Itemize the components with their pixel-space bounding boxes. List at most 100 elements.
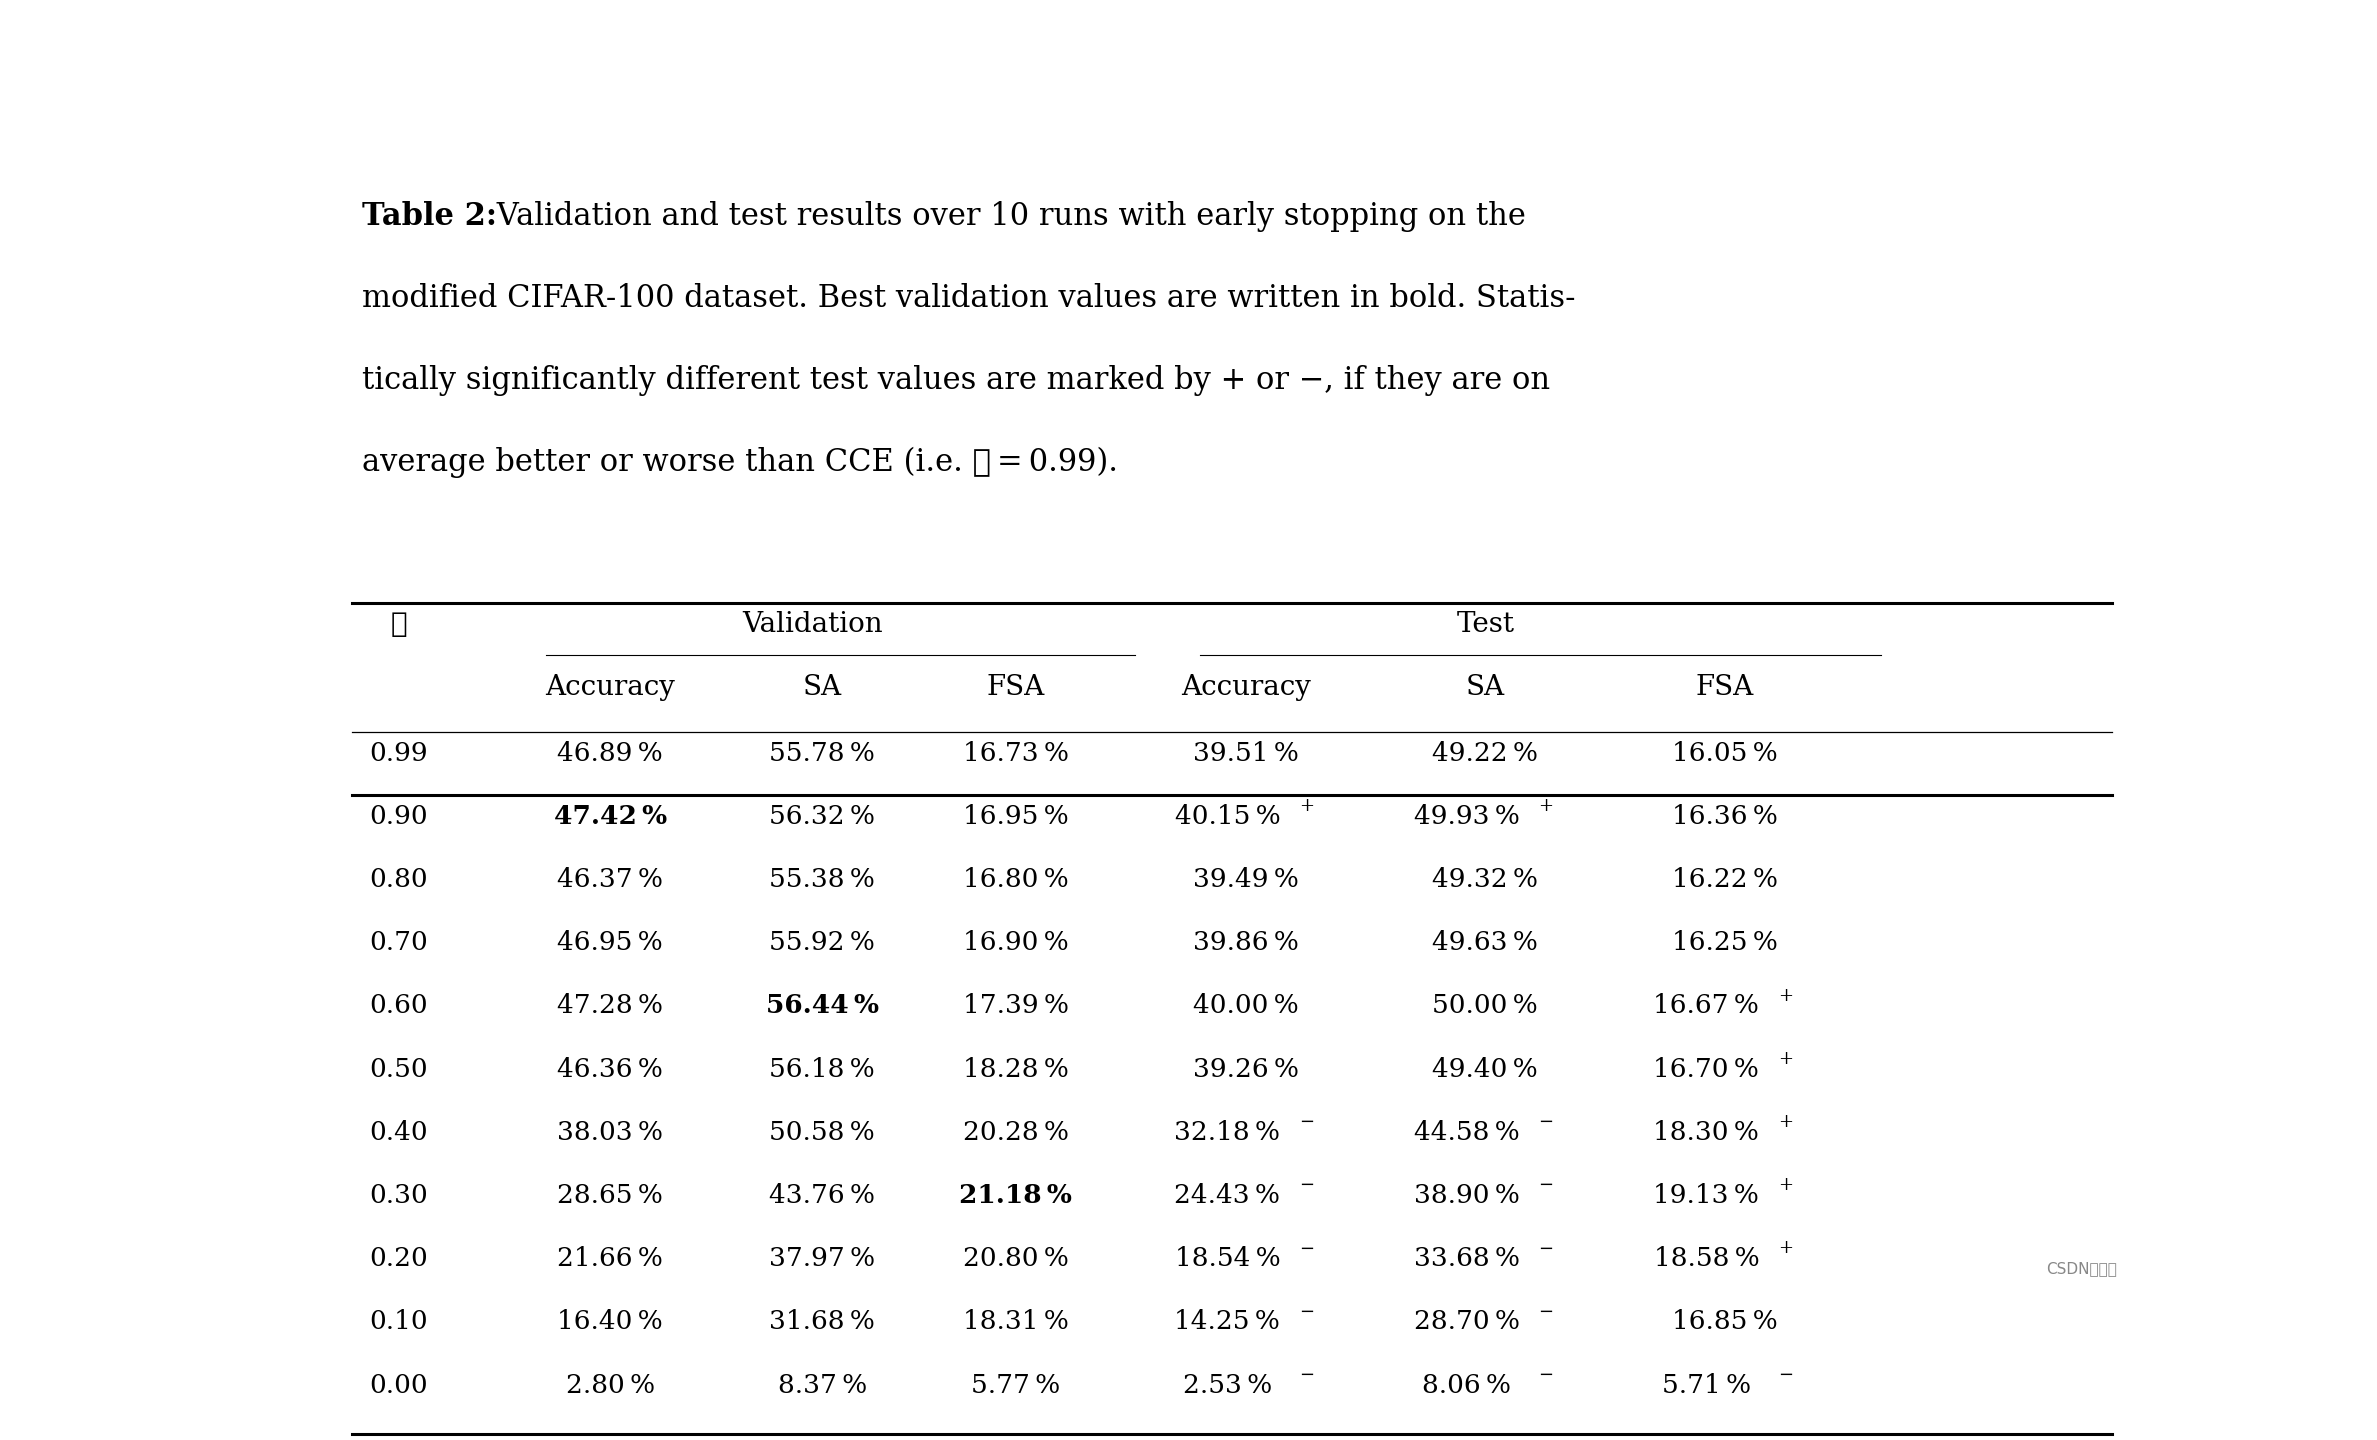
Text: Accuracy: Accuracy	[1181, 674, 1310, 701]
Text: +: +	[1778, 986, 1792, 1005]
Text: 38.90 %: 38.90 %	[1414, 1182, 1519, 1208]
Text: 2.80 %: 2.80 %	[566, 1372, 654, 1398]
Text: 24.43 %: 24.43 %	[1174, 1182, 1281, 1208]
Text: 0.20: 0.20	[368, 1246, 428, 1272]
Text: 21.66 %: 21.66 %	[556, 1246, 663, 1272]
Text: 0.99: 0.99	[368, 740, 428, 766]
Text: 55.78 %: 55.78 %	[770, 740, 875, 766]
Text: −: −	[1538, 1367, 1555, 1384]
Text: 47.28 %: 47.28 %	[556, 994, 663, 1018]
Text: 16.25 %: 16.25 %	[1671, 930, 1778, 955]
Text: 39.86 %: 39.86 %	[1193, 930, 1298, 955]
Text: 46.37 %: 46.37 %	[556, 867, 663, 891]
Text: 0.80: 0.80	[368, 867, 428, 891]
Text: 0.40: 0.40	[368, 1120, 428, 1145]
Text: −: −	[1538, 1113, 1555, 1130]
Text: 19.13 %: 19.13 %	[1654, 1182, 1759, 1208]
Text: 18.58 %: 18.58 %	[1654, 1246, 1759, 1272]
Text: 50.00 %: 50.00 %	[1433, 994, 1538, 1018]
Text: CSDN技法道: CSDN技法道	[2047, 1261, 2118, 1276]
Text: −: −	[1300, 1176, 1314, 1194]
Text: +: +	[1778, 1050, 1792, 1068]
Text: 16.40 %: 16.40 %	[559, 1309, 663, 1335]
Text: 46.89 %: 46.89 %	[559, 740, 663, 766]
Text: +: +	[1538, 798, 1555, 815]
Text: −: −	[1300, 1113, 1314, 1130]
Text: 14.25 %: 14.25 %	[1174, 1309, 1281, 1335]
Text: +: +	[1778, 1113, 1792, 1130]
Text: 16.85 %: 16.85 %	[1671, 1309, 1778, 1335]
Text: 49.22 %: 49.22 %	[1433, 740, 1538, 766]
Text: +: +	[1300, 798, 1314, 815]
Text: 0.90: 0.90	[368, 804, 428, 828]
Text: 49.63 %: 49.63 %	[1433, 930, 1538, 955]
Text: Test: Test	[1457, 611, 1514, 638]
Text: 43.76 %: 43.76 %	[770, 1182, 875, 1208]
Text: 40.00 %: 40.00 %	[1193, 994, 1298, 1018]
Text: 49.32 %: 49.32 %	[1433, 867, 1538, 891]
Text: 16.80 %: 16.80 %	[963, 867, 1067, 891]
Text: 16.73 %: 16.73 %	[963, 740, 1070, 766]
Text: 16.70 %: 16.70 %	[1654, 1057, 1759, 1081]
Text: 38.03 %: 38.03 %	[556, 1120, 663, 1145]
Text: 39.51 %: 39.51 %	[1193, 740, 1298, 766]
Text: 16.05 %: 16.05 %	[1671, 740, 1778, 766]
Text: 47.42 %: 47.42 %	[554, 804, 668, 828]
Text: Validation: Validation	[742, 611, 884, 638]
Text: FSA: FSA	[1695, 674, 1754, 701]
Text: 0.60: 0.60	[368, 994, 428, 1018]
Text: 17.39 %: 17.39 %	[963, 994, 1070, 1018]
Text: 50.58 %: 50.58 %	[770, 1120, 875, 1145]
Text: 0.00: 0.00	[368, 1372, 428, 1398]
Text: 18.31 %: 18.31 %	[963, 1309, 1070, 1335]
Text: +: +	[1778, 1240, 1792, 1257]
Text: 2.53 %: 2.53 %	[1184, 1372, 1272, 1398]
Text: 20.80 %: 20.80 %	[963, 1246, 1070, 1272]
Text: 21.18 %: 21.18 %	[960, 1182, 1072, 1208]
Text: 56.44 %: 56.44 %	[765, 994, 879, 1018]
Text: −: −	[1538, 1176, 1555, 1194]
Text: 37.97 %: 37.97 %	[770, 1246, 875, 1272]
Text: 8.37 %: 8.37 %	[777, 1372, 868, 1398]
Text: −: −	[1538, 1240, 1555, 1257]
Text: 18.28 %: 18.28 %	[963, 1057, 1070, 1081]
Text: Validation and test results over 10 runs with early stopping on the: Validation and test results over 10 runs…	[487, 200, 1526, 232]
Text: 0.10: 0.10	[368, 1309, 428, 1335]
Text: 16.36 %: 16.36 %	[1671, 804, 1778, 828]
Text: 32.18 %: 32.18 %	[1174, 1120, 1281, 1145]
Text: Table 2:: Table 2:	[361, 200, 497, 232]
Text: −: −	[1300, 1240, 1314, 1257]
Text: SA: SA	[1467, 674, 1505, 701]
Text: 40.15 %: 40.15 %	[1174, 804, 1281, 828]
Text: −: −	[1300, 1367, 1314, 1384]
Text: 16.67 %: 16.67 %	[1654, 994, 1759, 1018]
Text: 16.90 %: 16.90 %	[963, 930, 1067, 955]
Text: 16.22 %: 16.22 %	[1671, 867, 1778, 891]
Text: 0.30: 0.30	[368, 1182, 428, 1208]
Text: tically significantly different test values are marked by + or −, if they are on: tically significantly different test val…	[361, 364, 1550, 396]
Text: 0.70: 0.70	[368, 930, 428, 955]
Text: 55.92 %: 55.92 %	[770, 930, 875, 955]
Text: ℓ: ℓ	[390, 611, 406, 638]
Text: Accuracy: Accuracy	[544, 674, 675, 701]
Text: 28.65 %: 28.65 %	[556, 1182, 663, 1208]
Text: 49.40 %: 49.40 %	[1433, 1057, 1538, 1081]
Text: 46.95 %: 46.95 %	[559, 930, 663, 955]
Text: 8.06 %: 8.06 %	[1421, 1372, 1512, 1398]
Text: 0.50: 0.50	[368, 1057, 428, 1081]
Text: 56.18 %: 56.18 %	[770, 1057, 875, 1081]
Text: +: +	[1778, 1176, 1792, 1194]
Text: 56.32 %: 56.32 %	[770, 804, 875, 828]
Text: −: −	[1778, 1367, 1792, 1384]
Text: 39.26 %: 39.26 %	[1193, 1057, 1298, 1081]
Text: SA: SA	[803, 674, 841, 701]
Text: 5.77 %: 5.77 %	[970, 1372, 1060, 1398]
Text: −: −	[1538, 1303, 1555, 1320]
Text: 18.54 %: 18.54 %	[1174, 1246, 1281, 1272]
Text: 18.30 %: 18.30 %	[1654, 1120, 1759, 1145]
Text: 46.36 %: 46.36 %	[556, 1057, 663, 1081]
Text: 33.68 %: 33.68 %	[1414, 1246, 1519, 1272]
Text: 39.49 %: 39.49 %	[1193, 867, 1298, 891]
Text: 28.70 %: 28.70 %	[1414, 1309, 1519, 1335]
Text: average better or worse than CCE (i.e. ℓ = 0.99).: average better or worse than CCE (i.e. ℓ…	[361, 446, 1117, 478]
